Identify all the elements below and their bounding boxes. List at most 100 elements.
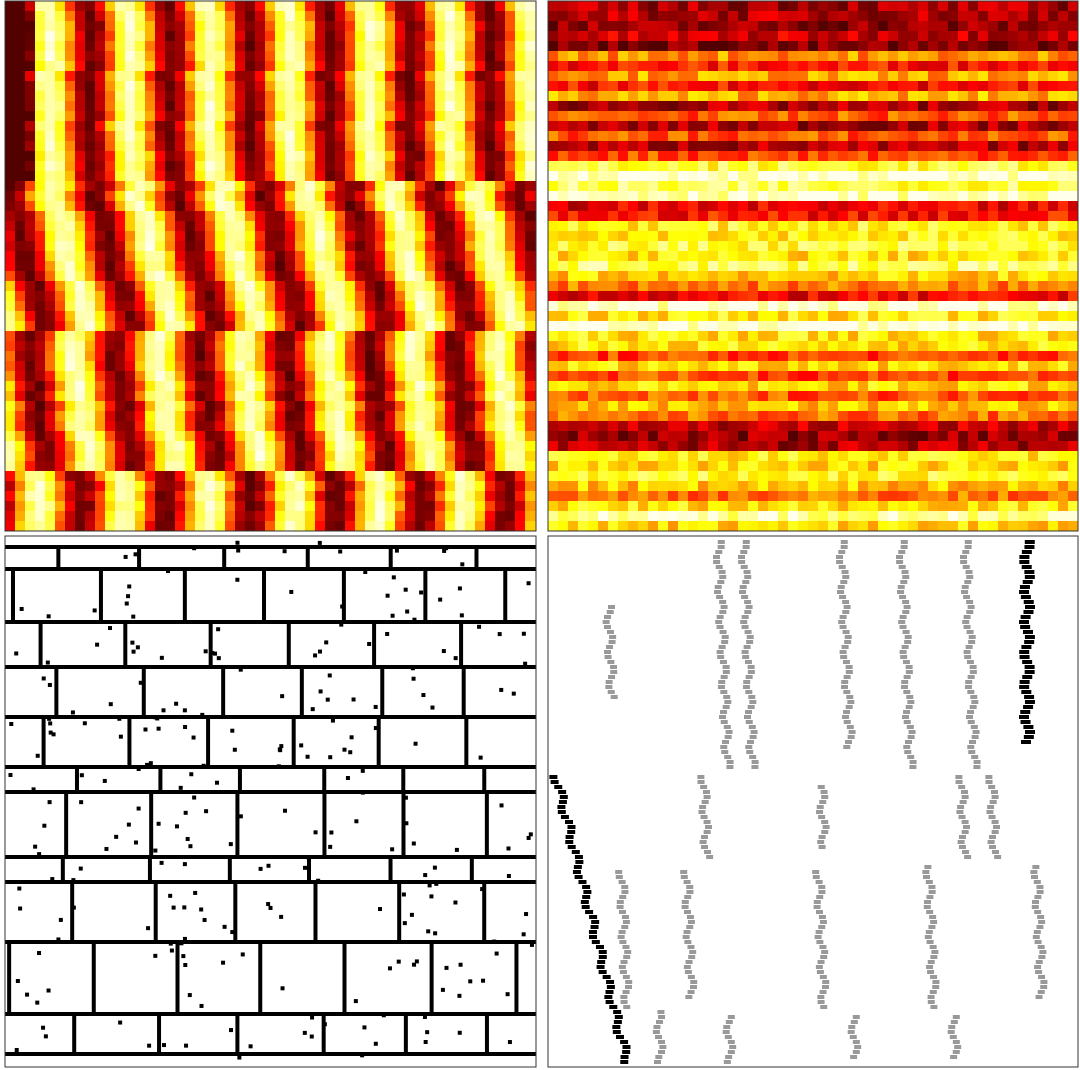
heat-cell	[718, 371, 729, 382]
heat-cell	[748, 351, 759, 362]
heat-cell	[165, 161, 176, 172]
heat-cell	[968, 211, 979, 222]
heat-cell	[435, 521, 446, 532]
heat-cell	[1048, 221, 1059, 232]
heat-cell	[365, 171, 376, 182]
heat-cell	[798, 301, 809, 312]
heat-cell	[818, 91, 829, 102]
heat-cell	[195, 491, 206, 502]
heat-cell	[115, 21, 126, 32]
heat-cell	[558, 101, 569, 112]
heat-cell	[798, 171, 809, 182]
heat-cell	[988, 111, 999, 122]
heat-cell	[618, 181, 629, 192]
heat-cell	[25, 311, 36, 322]
heat-cell	[85, 131, 96, 142]
heat-cell	[215, 411, 226, 422]
heat-cell	[405, 361, 416, 372]
heat-cell	[235, 501, 246, 512]
heat-cell	[858, 111, 869, 122]
heat-cell	[748, 261, 759, 272]
heat-cell	[265, 11, 276, 22]
heat-cell	[55, 351, 66, 362]
heat-cell	[355, 181, 366, 192]
heat-cell	[638, 191, 649, 202]
heat-cell	[475, 471, 486, 482]
heat-cell	[938, 101, 949, 112]
heat-cell	[415, 401, 426, 412]
heat-cell	[445, 381, 456, 392]
heat-cell	[968, 121, 979, 132]
heat-cell	[688, 71, 699, 82]
heat-cell	[235, 281, 246, 292]
heat-cell	[155, 61, 166, 72]
heat-cell	[255, 281, 266, 292]
heat-cell	[728, 341, 739, 352]
heat-cell	[345, 31, 356, 42]
heat-cell	[728, 161, 739, 172]
heat-cell	[628, 1, 639, 12]
heat-cell	[215, 191, 226, 202]
heat-cell	[115, 321, 126, 332]
heat-cell	[1068, 181, 1079, 192]
heat-cell	[998, 61, 1009, 72]
heat-cell	[618, 121, 629, 132]
heat-cell	[155, 171, 166, 182]
heat-cell	[798, 71, 809, 82]
heat-cell	[265, 21, 276, 32]
heat-cell	[255, 361, 266, 372]
heat-cell	[105, 391, 116, 402]
heat-cell	[978, 271, 989, 282]
heat-cell	[215, 431, 226, 442]
heat-cell	[748, 361, 759, 372]
heat-cell	[45, 171, 56, 182]
heat-cell	[888, 41, 899, 52]
heat-cell	[878, 221, 889, 232]
heat-cell	[578, 271, 589, 282]
heat-cell	[485, 41, 496, 52]
heat-cell	[608, 211, 619, 222]
heat-cell	[445, 131, 456, 142]
heat-cell	[918, 111, 929, 122]
heat-cell	[505, 461, 516, 472]
heat-cell	[978, 231, 989, 242]
heat-cell	[828, 401, 839, 412]
heat-cell	[175, 191, 186, 202]
heat-cell	[265, 261, 276, 272]
heat-cell	[285, 411, 296, 422]
heat-cell	[455, 211, 466, 222]
heat-cell	[375, 311, 386, 322]
heat-cell	[305, 1, 316, 12]
heat-cell	[568, 251, 579, 262]
heat-cell	[578, 381, 589, 392]
heat-cell	[95, 181, 106, 192]
heat-cell	[225, 451, 236, 462]
heat-cell	[848, 301, 859, 312]
heat-cell	[95, 21, 106, 32]
heat-cell	[205, 301, 216, 312]
heat-cell	[55, 521, 66, 532]
heat-cell	[425, 111, 436, 122]
heat-cell	[638, 251, 649, 262]
heat-cell	[445, 71, 456, 82]
heat-cell	[285, 21, 296, 32]
heat-cell	[678, 331, 689, 342]
heat-cell	[315, 341, 326, 352]
heat-cell	[1018, 111, 1029, 122]
heat-cell	[15, 171, 26, 182]
heat-cell	[5, 461, 16, 472]
heat-cell	[868, 181, 879, 192]
heat-cell	[788, 221, 799, 232]
heat-cell	[365, 111, 376, 122]
heat-cell	[65, 411, 76, 422]
heat-cell	[285, 381, 296, 392]
heat-cell	[165, 321, 176, 332]
heat-cell	[185, 11, 196, 22]
heat-cell	[175, 431, 186, 442]
heat-cell	[215, 171, 226, 182]
heat-cell	[135, 1, 146, 12]
heat-cell	[708, 121, 719, 132]
heat-cell	[778, 81, 789, 92]
heat-cell	[225, 181, 236, 192]
heat-cell	[355, 271, 366, 282]
